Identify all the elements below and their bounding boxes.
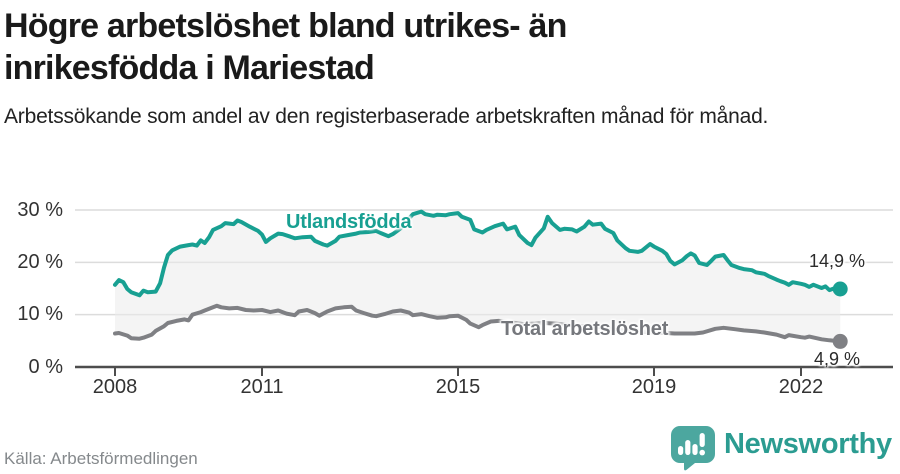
y-axis-label-30: 30 %	[17, 199, 63, 221]
x-axis-label-2022: 2022	[778, 376, 824, 398]
series-label-total-arbetsloshet: Total arbetslöshet	[501, 318, 669, 340]
title-line-2: inrikesfödda i Mariestad	[4, 49, 375, 87]
page-title: Högre arbetslöshet bland utrikes- än inr…	[4, 5, 567, 89]
x-axis-label-2015: 2015	[435, 376, 481, 398]
logo-exclamation-dot	[699, 449, 705, 456]
logo-bar-3	[692, 444, 698, 455]
chart-subtitle: Arbetssökande som andel av den registerb…	[4, 105, 769, 128]
end-dot-total	[832, 333, 848, 349]
x-axis-label-2008: 2008	[92, 376, 138, 398]
end-value-label-utlandsfodda: 14,9 %	[809, 251, 866, 271]
y-axis-label-0: 0 %	[28, 356, 63, 378]
source-text: Källa: Arbetsförmedlingen	[4, 449, 198, 468]
x-axis-label-2011: 2011	[240, 376, 284, 398]
logo-bar-2	[685, 440, 691, 455]
area-between-series	[115, 211, 841, 342]
newsworthy-logo-text: Newsworthy	[724, 428, 892, 460]
x-axis-label-2019: 2019	[631, 376, 677, 398]
series-line-utlandsfodda	[113, 209, 843, 298]
logo-exclamation-bar	[699, 433, 705, 447]
title-line-1: Högre arbetslöshet bland utrikes- än	[4, 7, 567, 45]
y-axis-label-20: 20 %	[17, 251, 63, 273]
end-dot-utlandsfodda	[832, 281, 848, 297]
logo-bar-1	[678, 446, 684, 455]
newsworthy-logo-icon	[668, 424, 718, 474]
end-value-label-total: 4,9 %	[814, 349, 861, 369]
y-axis-label-10: 10 %	[17, 303, 63, 325]
series-label-utlandsfodda: Utlandsfödda	[286, 211, 412, 233]
series-line-total	[113, 303, 843, 344]
